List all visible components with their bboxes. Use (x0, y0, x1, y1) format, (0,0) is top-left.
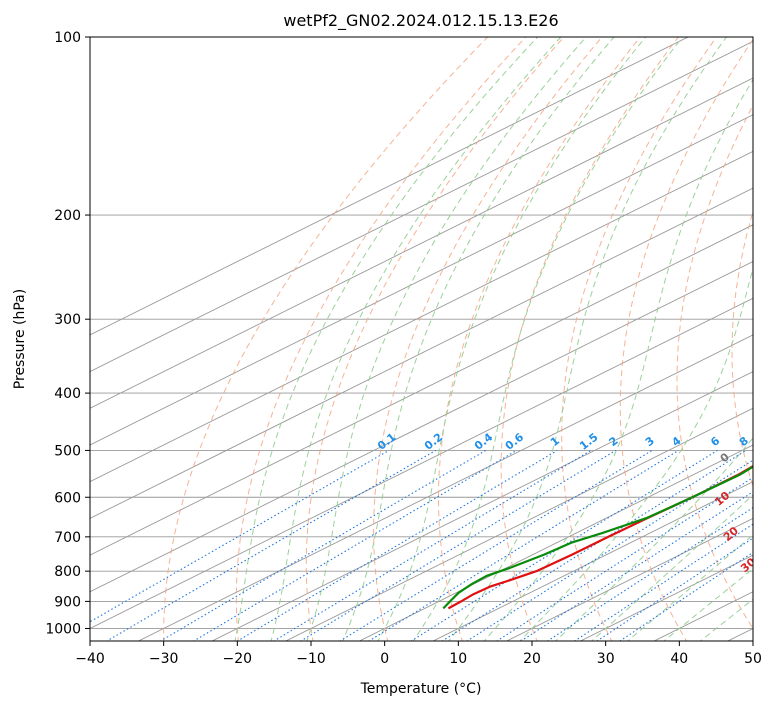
axes-layer: −40 −30 −20 −10 0 10 20 30 40 50 1000 900 800 700 600 5… (45, 30, 762, 667)
mixing-ratio-line (192, 449, 517, 641)
moist-adiabat-line (377, 37, 647, 641)
mixing-ratio-line (546, 507, 753, 641)
mixing-ratio-line (367, 449, 679, 641)
mixing-ratio-line (273, 449, 592, 641)
y-tick-label: 400 (54, 386, 81, 402)
isotherm-line (90, 37, 690, 336)
isotherm-line (90, 297, 753, 629)
dry-adiabat-line (163, 37, 489, 641)
mixing-ratio-line (299, 449, 617, 641)
y-tick-label: 100 (54, 30, 81, 46)
series-layer (442, 464, 753, 610)
x-tick-label: 20 (523, 651, 541, 667)
dry-adiabat-line (676, 104, 753, 630)
x-tick-label: 30 (597, 651, 615, 667)
dry-adiabat-line (305, 37, 565, 641)
x-tick-label: −40 (75, 651, 105, 667)
isotherm-line (505, 517, 753, 641)
moist-adiabat-line (590, 494, 753, 641)
moist-adiabat-line (483, 78, 753, 641)
mixing-ratio-line (105, 449, 437, 641)
dewpoint-profile-line (442, 465, 753, 610)
y-tick-label: 1000 (45, 622, 81, 638)
x-tick-label: 40 (670, 651, 688, 667)
isotherm-line (211, 371, 753, 641)
dry-adiabat-line (373, 37, 603, 641)
x-tick-label: −30 (149, 651, 179, 667)
y-tick-label: 500 (54, 443, 81, 459)
y-tick-label: 300 (54, 312, 81, 328)
y-tick-label: 700 (54, 530, 81, 546)
moist-adiabat-line (270, 37, 562, 641)
x-tick-label: 50 (744, 651, 762, 667)
moist-adiabat-line (626, 534, 753, 641)
mixing-ratio-line (520, 491, 753, 641)
dry-adiabat-line (500, 37, 680, 641)
chart-title: wetPf2_GN02.2024.012.15.13.E26 (283, 11, 558, 31)
moist-adiabat-line (554, 437, 753, 641)
moist-adiabat-line (412, 37, 684, 641)
isotherm-line (284, 407, 753, 641)
x-tick-label: 0 (380, 651, 389, 667)
mixing-ratio-line (410, 449, 718, 641)
isotherm-line (90, 114, 753, 446)
isotherm-line (90, 224, 753, 556)
y-tick-label: 600 (54, 490, 81, 506)
plot-background (90, 37, 753, 641)
x-axis-title: Temperature (°C) (360, 681, 482, 697)
moist-adiabat-line (234, 37, 539, 641)
y-tick-label: 200 (54, 208, 81, 224)
moist-adiabat-line (341, 37, 615, 641)
mixing-ratio-line (495, 476, 753, 641)
isotherm-line (358, 444, 753, 641)
dry-adiabat-label: -10 (769, 379, 775, 403)
isotherm-line (90, 77, 753, 409)
y-axis-title: Pressure (hPa) (12, 289, 28, 389)
mixing-ratio-label: 10 (757, 432, 775, 452)
isotherm-line (90, 187, 753, 519)
dry-adiabat-line (235, 37, 527, 641)
isotherm-line (432, 481, 753, 641)
moist-adiabat-label: 40 (762, 583, 775, 603)
temperature-profile-line (447, 464, 753, 610)
mixing-ratio-line (466, 459, 753, 641)
dry-adiabat-line (561, 37, 718, 641)
isotherm-line (90, 261, 753, 593)
plot-frame (89, 36, 754, 642)
x-tick-label: −10 (296, 651, 326, 667)
isotherm-line (137, 334, 753, 641)
x-tick-label: 10 (449, 651, 467, 667)
mixing-ratio-line (339, 449, 653, 641)
x-tick-label: −20 (223, 651, 253, 667)
moist-adiabat-line (306, 37, 587, 641)
moist-adiabat-line (519, 265, 753, 641)
mixing-ratio-line (236, 449, 558, 641)
mixing-ratio-line (441, 449, 747, 641)
y-tick-label: 900 (54, 594, 81, 610)
isotherm-line (90, 40, 753, 373)
y-tick-label: 800 (54, 564, 81, 580)
moist-adiabat-line (448, 37, 728, 641)
